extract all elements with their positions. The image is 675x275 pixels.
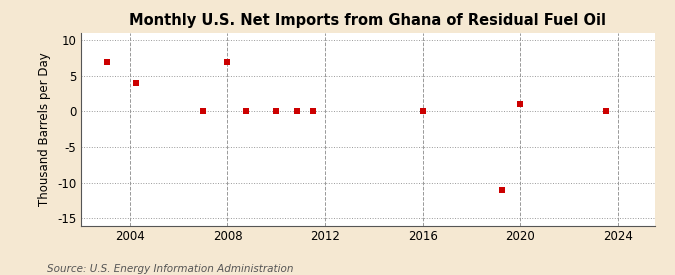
Point <box>271 109 281 114</box>
Title: Monthly U.S. Net Imports from Ghana of Residual Fuel Oil: Monthly U.S. Net Imports from Ghana of R… <box>130 13 606 28</box>
Point <box>515 102 526 106</box>
Text: Source: U.S. Energy Information Administration: Source: U.S. Energy Information Administ… <box>47 264 294 274</box>
Y-axis label: Thousand Barrels per Day: Thousand Barrels per Day <box>38 52 51 206</box>
Point <box>497 188 508 192</box>
Point <box>102 59 113 64</box>
Point <box>130 81 141 85</box>
Point <box>417 109 428 114</box>
Point <box>601 109 612 114</box>
Point <box>222 59 233 64</box>
Point <box>240 109 251 114</box>
Point <box>291 109 302 114</box>
Point <box>198 109 209 114</box>
Point <box>308 109 319 114</box>
